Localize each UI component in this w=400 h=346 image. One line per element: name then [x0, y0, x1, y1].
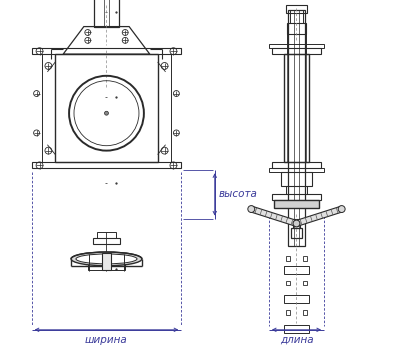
Bar: [272, 194, 321, 200]
Bar: [287, 54, 306, 162]
Bar: [286, 310, 290, 315]
Ellipse shape: [76, 254, 137, 264]
Bar: [93, 238, 120, 244]
Polygon shape: [296, 206, 342, 226]
Bar: [284, 54, 309, 162]
Circle shape: [338, 206, 345, 212]
Polygon shape: [250, 206, 297, 226]
Bar: [104, 0, 110, 27]
Bar: [102, 253, 111, 270]
Bar: [284, 295, 309, 303]
Bar: [288, 10, 305, 246]
Bar: [287, 22, 306, 35]
Text: длина: длина: [280, 335, 313, 345]
Bar: [294, 10, 300, 246]
Text: высота: высота: [219, 189, 258, 199]
Bar: [303, 310, 307, 315]
Bar: [286, 281, 290, 285]
Bar: [55, 54, 158, 162]
Ellipse shape: [71, 252, 142, 266]
Circle shape: [248, 206, 255, 212]
Bar: [158, 54, 172, 162]
Bar: [284, 266, 309, 274]
Bar: [97, 232, 116, 238]
Circle shape: [104, 111, 108, 115]
Bar: [287, 35, 306, 54]
Bar: [42, 54, 55, 162]
Bar: [269, 44, 324, 48]
Bar: [32, 162, 181, 169]
Bar: [286, 256, 290, 261]
Bar: [274, 200, 319, 208]
Bar: [272, 162, 321, 169]
Bar: [292, 219, 300, 228]
Bar: [32, 48, 181, 54]
Bar: [94, 0, 119, 27]
Bar: [290, 10, 303, 22]
Bar: [281, 172, 312, 186]
Bar: [303, 281, 307, 285]
Bar: [303, 256, 307, 261]
Bar: [284, 325, 309, 333]
Bar: [269, 169, 324, 172]
Text: ширина: ширина: [85, 335, 128, 345]
Bar: [286, 186, 307, 194]
Bar: [290, 228, 302, 238]
Bar: [286, 5, 307, 13]
Bar: [272, 48, 321, 54]
Circle shape: [293, 220, 300, 227]
Bar: [88, 262, 125, 270]
